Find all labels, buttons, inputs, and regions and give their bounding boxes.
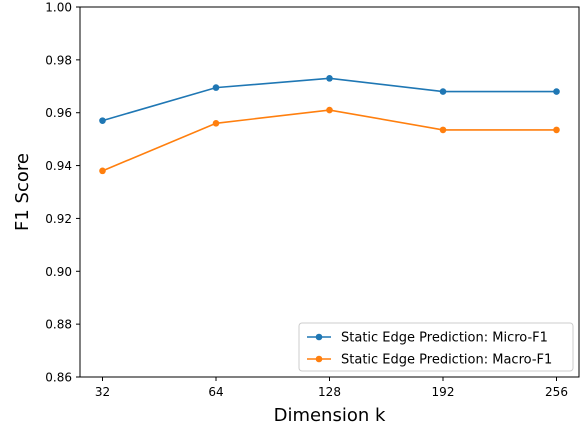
x-tick-label: 128 bbox=[318, 385, 341, 399]
data-point bbox=[212, 84, 220, 91]
data-point bbox=[212, 119, 220, 127]
data-point bbox=[99, 117, 106, 124]
x-tick-label: 192 bbox=[432, 385, 455, 399]
y-tick-label: 0.96 bbox=[45, 106, 72, 120]
data-point bbox=[553, 88, 560, 95]
x-axis-title: Dimension k bbox=[274, 405, 386, 426]
legend-swatch-marker bbox=[315, 355, 323, 363]
data-point bbox=[439, 126, 447, 134]
legend-entry-label: Static Edge Prediction: Micro-F1 bbox=[341, 331, 548, 346]
data-point bbox=[326, 75, 333, 82]
y-tick-label: 0.92 bbox=[45, 212, 72, 226]
y-axis: 0.86 0.88 0.90 0.92 0.94 0.96 0.98 1.00 bbox=[45, 1, 80, 385]
legend-box bbox=[298, 322, 574, 372]
x-tick-label: 256 bbox=[545, 385, 568, 399]
x-axis: 32 64 128 192 256 bbox=[95, 377, 568, 399]
legend-swatch-marker bbox=[315, 333, 323, 341]
data-point bbox=[439, 88, 447, 95]
y-tick-label: 0.90 bbox=[45, 265, 72, 279]
y-tick-label: 0.98 bbox=[45, 53, 72, 67]
y-tick-label: 1.00 bbox=[45, 1, 72, 15]
data-point bbox=[326, 106, 333, 114]
data-point bbox=[553, 126, 560, 134]
legend-entry-label: Static Edge Prediction: Macro-F1 bbox=[341, 353, 552, 368]
legend: Static Edge Prediction: Micro-F1 Static E… bbox=[298, 322, 574, 372]
y-tick-label: 0.88 bbox=[45, 318, 72, 332]
x-tick-label: 64 bbox=[208, 385, 223, 399]
x-tick-label: 32 bbox=[95, 385, 110, 399]
y-axis-title: F1 Score bbox=[12, 153, 33, 231]
series-layer bbox=[99, 75, 560, 175]
y-tick-label: 0.94 bbox=[45, 159, 72, 173]
y-tick-label: 0.86 bbox=[45, 371, 72, 385]
data-point bbox=[99, 167, 106, 175]
